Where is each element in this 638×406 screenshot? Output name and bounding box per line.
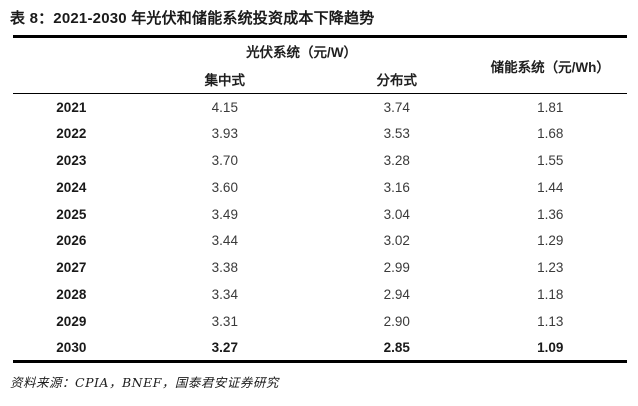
distributed-cost-cell: 2.85 xyxy=(383,339,410,355)
cost-table: 光伏系统（元/W） 储能系统（元/Wh） 集中式 分布式 2021 4.15 3… xyxy=(13,35,627,363)
table-row: 2021 4.15 3.74 1.81 xyxy=(13,94,627,121)
year-column-header xyxy=(13,37,130,94)
table-row: 2028 3.34 2.94 1.18 xyxy=(13,281,627,308)
storage-system-header: 储能系统（元/Wh） xyxy=(490,59,610,75)
centralized-cost-cell: 3.31 xyxy=(211,313,238,329)
year-cell: 2023 xyxy=(56,152,87,168)
table-row: 2022 3.93 3.53 1.68 xyxy=(13,120,627,147)
table-row: 2026 3.44 3.02 1.29 xyxy=(13,227,627,254)
distributed-cost-cell: 3.02 xyxy=(383,233,410,249)
year-cell: 2028 xyxy=(56,286,87,302)
distributed-cost-cell: 3.74 xyxy=(383,99,410,115)
source-note: 资料来源：CPIA，BNEF，国泰君安证券研究 xyxy=(10,374,279,390)
distributed-cost-cell: 3.28 xyxy=(383,152,410,168)
year-cell: 2029 xyxy=(56,313,87,329)
distributed-cost-cell: 3.53 xyxy=(383,126,410,142)
distributed-cost-cell: 3.04 xyxy=(383,206,410,222)
centralized-cost-cell: 3.44 xyxy=(211,233,238,249)
table-header: 光伏系统（元/W） 储能系统（元/Wh） 集中式 分布式 xyxy=(13,37,627,94)
centralized-cost-cell: 3.60 xyxy=(211,179,238,195)
centralized-cost-cell: 3.34 xyxy=(211,286,238,302)
table-row: 2023 3.70 3.28 1.55 xyxy=(13,147,627,174)
centralized-cost-cell: 3.49 xyxy=(211,206,238,222)
distributed-cost-cell: 2.90 xyxy=(383,313,410,329)
distributed-cost-cell: 3.16 xyxy=(383,179,410,195)
header-row-subcolumns: 集中式 分布式 xyxy=(13,65,627,94)
year-cell: 2026 xyxy=(56,233,87,249)
year-cell: 2021 xyxy=(56,99,87,115)
storage-cost-cell: 1.36 xyxy=(537,206,564,222)
table-row: 2027 3.38 2.99 1.23 xyxy=(13,254,627,281)
table-row: 2030 3.27 2.85 1.09 xyxy=(13,335,627,362)
year-cell: 2025 xyxy=(56,206,87,222)
storage-cost-cell: 1.23 xyxy=(537,260,564,276)
storage-cost-cell: 1.55 xyxy=(537,152,564,168)
year-cell: 2030 xyxy=(56,339,87,355)
table-row: 2024 3.60 3.16 1.44 xyxy=(13,174,627,201)
table-title: 表 8：2021-2030 年光伏和储能系统投资成本下降趋势 xyxy=(10,10,375,27)
distributed-cost-cell: 2.99 xyxy=(383,260,410,276)
distributed-column-header: 分布式 xyxy=(376,72,417,88)
centralized-column-header: 集中式 xyxy=(204,72,246,88)
year-cell: 2022 xyxy=(56,126,87,142)
table-row: 2029 3.31 2.90 1.13 xyxy=(13,308,627,335)
table-body: 2021 4.15 3.74 1.81 2022 3.93 3.53 1.68 … xyxy=(13,94,627,362)
storage-cost-cell: 1.68 xyxy=(537,126,564,142)
distributed-cost-cell: 2.94 xyxy=(383,286,410,302)
year-cell: 2024 xyxy=(56,179,87,195)
storage-cost-cell: 1.81 xyxy=(537,99,564,115)
header-row-groups: 光伏系统（元/W） 储能系统（元/Wh） xyxy=(13,37,627,74)
storage-cost-cell: 1.29 xyxy=(537,233,564,249)
year-cell: 2027 xyxy=(56,260,87,276)
table-row: 2025 3.49 3.04 1.36 xyxy=(13,201,627,228)
centralized-cost-cell: 3.38 xyxy=(211,260,238,276)
storage-cost-cell: 1.18 xyxy=(537,286,564,302)
centralized-cost-cell: 4.15 xyxy=(211,99,238,115)
pv-system-group-header: 光伏系统（元/W） xyxy=(246,45,358,61)
storage-cost-cell: 1.13 xyxy=(537,313,564,329)
centralized-cost-cell: 3.70 xyxy=(211,152,238,168)
storage-cost-cell: 1.44 xyxy=(537,179,564,195)
centralized-cost-cell: 3.93 xyxy=(211,126,238,142)
storage-cost-cell: 1.09 xyxy=(537,339,564,355)
centralized-cost-cell: 3.27 xyxy=(211,339,238,355)
